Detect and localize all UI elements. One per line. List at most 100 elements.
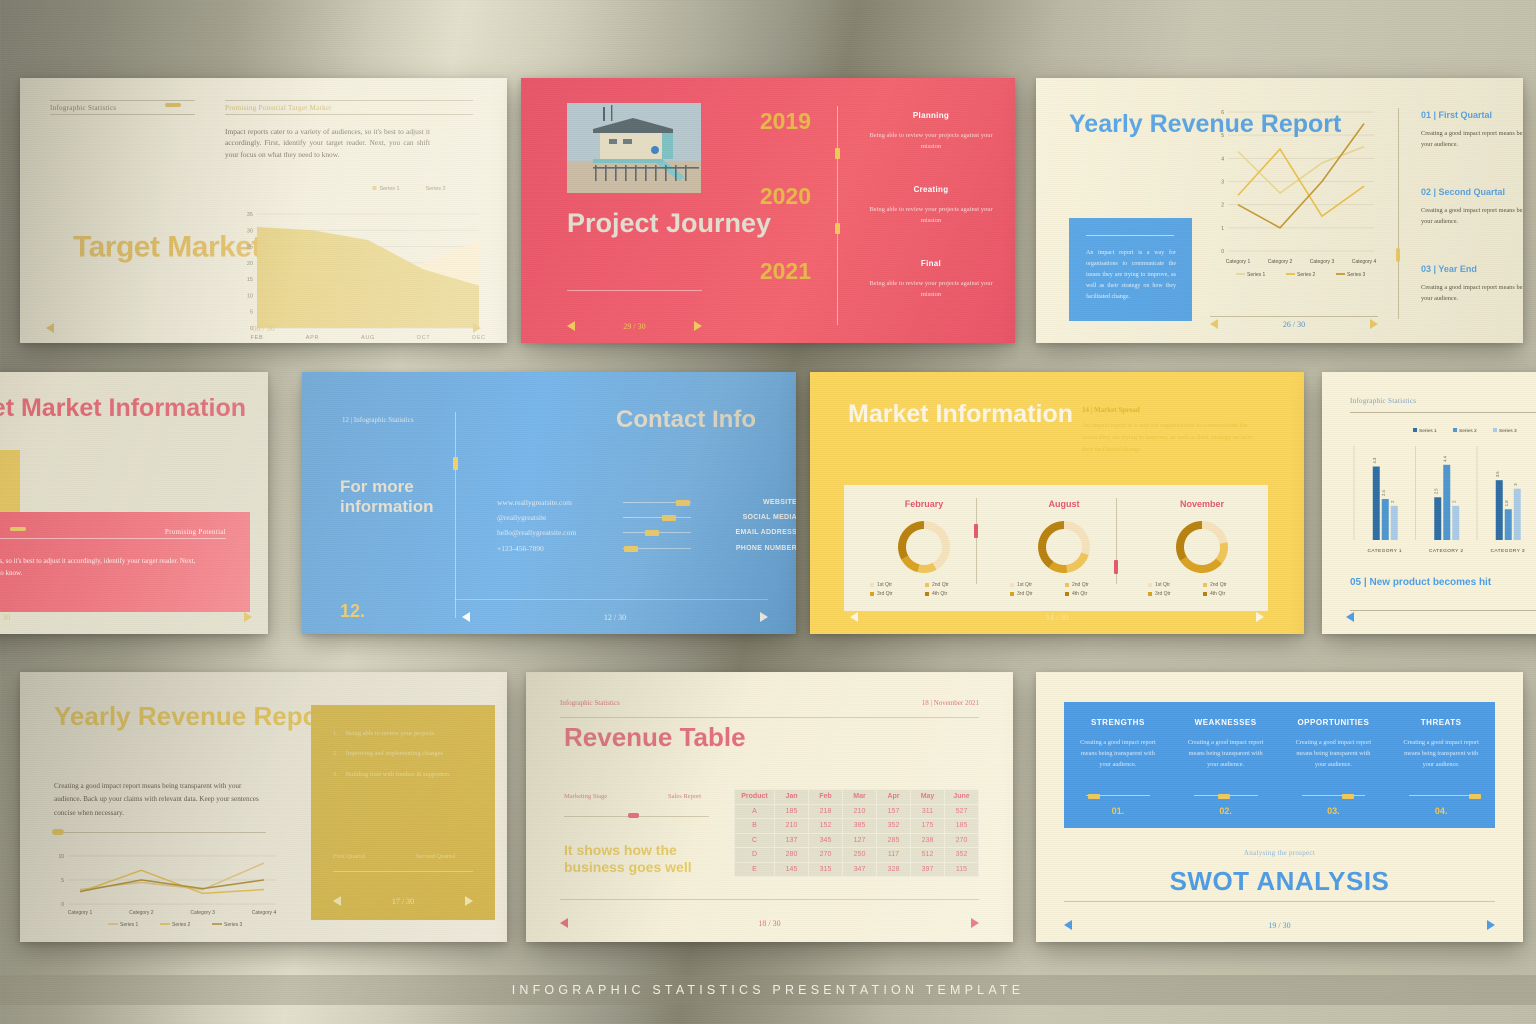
swot-column-weaknesses: WEAKNESSES Creating a good impact report… — [1172, 702, 1280, 828]
progress-track[interactable] — [1086, 795, 1150, 796]
next-arrow-icon[interactable] — [970, 918, 979, 928]
slider-knob[interactable] — [676, 499, 691, 506]
prev-arrow-icon[interactable] — [1346, 612, 1354, 622]
prev-arrow-icon[interactable] — [462, 612, 470, 622]
progress-knob[interactable] — [1088, 793, 1100, 799]
progress-knob[interactable] — [1341, 793, 1354, 799]
contact-slider-track[interactable] — [623, 545, 691, 552]
svg-text:2: 2 — [1452, 500, 1457, 503]
progress-knob[interactable] — [1217, 793, 1230, 799]
next-arrow-icon[interactable] — [1255, 612, 1264, 622]
progress-track[interactable] — [1409, 795, 1473, 796]
timeline-year: 2020 — [759, 183, 811, 209]
slide-new-product-bars[interactable]: Infographic Statistics 4.3 2.4 2 CATEGORY 1… — [1322, 372, 1536, 634]
milestone-title: Planning — [912, 111, 950, 120]
svg-text:Category 2: Category 2 — [1268, 259, 1293, 265]
progress-knob[interactable] — [628, 813, 639, 818]
slide-nav[interactable]: 14 / 30 — [850, 612, 1264, 622]
slide-contact-info[interactable]: 12 | Infographic Statistics Contact Info… — [302, 372, 796, 634]
slide-yearly-revenue-17[interactable]: Yearly Revenue Report Creating a good im… — [20, 672, 507, 942]
next-arrow-icon[interactable] — [244, 612, 252, 622]
next-arrow-icon[interactable] — [472, 323, 481, 333]
slider-knob[interactable] — [644, 529, 659, 536]
contact-row[interactable]: www.reallygreatsite.com WEBSITE — [497, 498, 796, 507]
accent-dot — [1396, 248, 1400, 262]
table-cell: 352 — [876, 818, 911, 834]
subtitle: It shows how the business goes well — [564, 842, 692, 875]
donut-title: August — [1048, 499, 1080, 509]
prev-arrow-icon[interactable] — [1064, 920, 1072, 930]
progress-track[interactable] — [54, 832, 266, 833]
contact-label: PHONE NUMBER — [735, 545, 796, 552]
contact-row[interactable]: +123-456-7890 PHONE NUMBER — [497, 544, 796, 553]
prev-arrow-icon[interactable] — [1210, 319, 1218, 329]
table-cell: 270 — [808, 847, 843, 863]
legend-item: 4th Qtr — [1203, 591, 1258, 597]
next-arrow-icon[interactable] — [1486, 920, 1495, 930]
table-cell: 527 — [944, 803, 979, 819]
slide-nav[interactable] — [1346, 612, 1536, 622]
svg-text:30: 30 — [247, 228, 253, 234]
slide-market-information[interactable]: Market Information 14 | Market Spread An… — [810, 372, 1304, 634]
contact-slider-track[interactable] — [623, 514, 691, 521]
next-arrow-icon[interactable] — [759, 612, 768, 622]
slide-nav[interactable]: 25 / 30 — [0, 612, 252, 622]
page-title: Market Information — [848, 400, 1074, 428]
progress-knob[interactable] — [1469, 793, 1482, 799]
progress-track[interactable] — [1301, 795, 1366, 796]
prev-arrow-icon[interactable] — [567, 321, 575, 331]
slide-project-journey[interactable]: Project Journey 29 / 30 2019 2020 2021 P… — [521, 78, 1015, 343]
callout-box: An impact report is a way for organisati… — [1069, 218, 1192, 321]
svg-text:Series 2: Series 2 — [425, 186, 445, 192]
contact-slider-track[interactable] — [623, 499, 691, 506]
table-cell: 397 — [910, 861, 945, 877]
svg-text:FEB: FEB — [251, 335, 264, 341]
slide-swot-analysis[interactable]: STRENGTHS Creating a good impact report … — [1036, 672, 1523, 942]
list-item: 2. Improving and implementing changes — [333, 749, 479, 759]
table-cell: 285 — [876, 832, 911, 848]
donut-panel: February August November 1st Qtr 2nd Qtr 3… — [844, 485, 1268, 611]
divider — [455, 599, 768, 600]
prev-arrow-icon[interactable] — [333, 896, 341, 906]
prev-arrow-icon[interactable] — [850, 612, 858, 622]
slide-nav[interactable]: 18 / 30 — [560, 918, 979, 928]
page-title: Target Market Information — [0, 394, 246, 422]
swot-heading: STRENGTHS — [1090, 718, 1145, 727]
slide-revenue-table[interactable]: Infographic Statistics 18 | November 202… — [526, 672, 1013, 942]
contact-value: hello@reallygreatsite.com — [497, 528, 577, 537]
slide-nav[interactable]: 06 / 30 — [46, 323, 481, 333]
slide-number: 12. — [340, 601, 366, 621]
slide-nav[interactable]: 29 / 30 — [567, 321, 702, 331]
slide-tag-right: Promising Potential Target Market — [225, 104, 332, 112]
next-arrow-icon[interactable] — [1369, 319, 1378, 329]
table-column-header: Mar — [842, 789, 877, 805]
table-row: B 210 152 385 352 175 185 — [734, 818, 979, 834]
prev-arrow-icon[interactable] — [560, 918, 568, 928]
contact-slider-track[interactable] — [623, 529, 691, 536]
table-cell: 185 — [944, 818, 979, 834]
slide-nav[interactable]: 19 / 30 — [1064, 920, 1495, 930]
slide-yearly-revenue-26[interactable]: Yearly Revenue Report An impact report i… — [1036, 78, 1523, 343]
slide-target-market-information[interactable]: Target Market Information JUNE Promising… — [0, 372, 268, 634]
slider-knob[interactable] — [662, 514, 677, 521]
slide-nav[interactable]: 12 / 30 — [462, 612, 768, 622]
divider — [1210, 316, 1378, 317]
svg-text:35: 35 — [247, 212, 253, 218]
slider-knob[interactable] — [624, 545, 639, 552]
prev-arrow-icon[interactable] — [46, 323, 54, 333]
contact-row[interactable]: hello@reallygreatsite.com EMAIL ADDRESS — [497, 528, 796, 537]
next-arrow-icon[interactable] — [693, 321, 702, 331]
timeline-dot — [835, 148, 840, 159]
list-item-text: Creating a good impact report means bein… — [1421, 130, 1523, 149]
contact-row[interactable]: @reallygreatsite SOCIAL MEDIA — [497, 513, 796, 522]
slide-nav[interactable]: 26 / 30 — [1210, 319, 1378, 329]
progress-knob[interactable] — [52, 829, 64, 835]
svg-text:Series 1: Series 1 — [379, 186, 399, 192]
slide-nav[interactable]: 17 / 30 — [333, 896, 473, 906]
list-item-number: 1. — [333, 730, 338, 737]
next-arrow-icon[interactable] — [464, 896, 473, 906]
legend-item: 1st Qtr — [1010, 582, 1065, 588]
bullet-list: 1. Being able to review your projects 2.… — [333, 729, 479, 790]
slide-target-market[interactable]: Infographic Statistics Promising Potenti… — [20, 78, 507, 343]
divider — [1064, 901, 1495, 902]
